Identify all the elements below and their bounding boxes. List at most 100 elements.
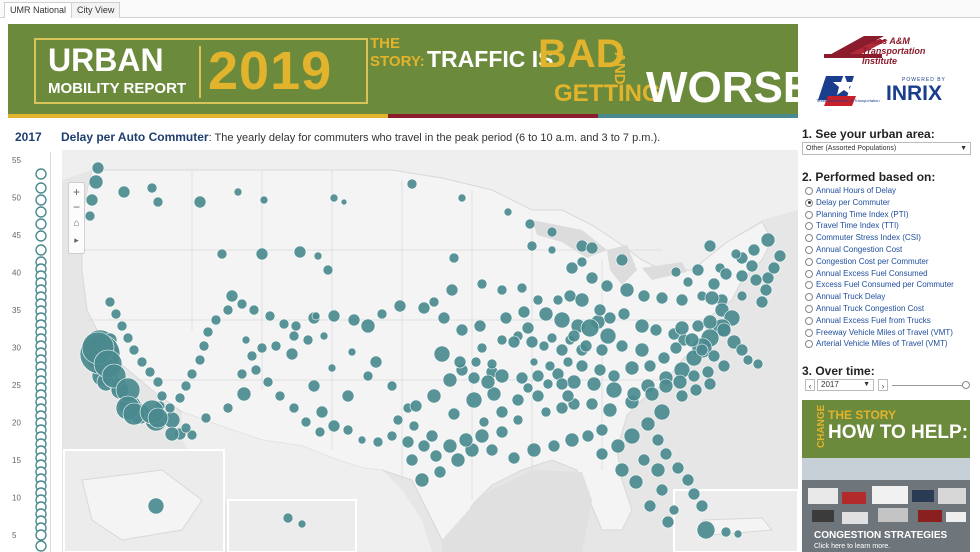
urban-area-bubble[interactable] [474, 428, 490, 444]
urban-area-bubble[interactable] [147, 407, 169, 429]
urban-area-bubble[interactable] [736, 290, 748, 302]
urban-area-bubble[interactable] [480, 374, 496, 390]
urban-area-bubble[interactable] [555, 377, 569, 391]
radio-button-icon[interactable] [805, 340, 813, 349]
urban-area-bubble[interactable] [689, 383, 703, 397]
urban-area-bubble[interactable] [198, 340, 210, 352]
urban-area-bubble[interactable] [526, 240, 538, 252]
urban-area-bubble[interactable] [624, 360, 640, 376]
urban-area-bubble[interactable] [186, 368, 198, 380]
urban-area-bubble[interactable] [526, 442, 542, 458]
urban-area-bubble[interactable] [476, 278, 488, 290]
urban-area-bubble[interactable] [147, 497, 165, 515]
urban-area-bubble[interactable] [657, 351, 671, 365]
urban-area-bubble[interactable] [531, 369, 545, 383]
measure-option[interactable]: Freeway Vehicle Miles of Travel (VMT) [804, 327, 978, 339]
urban-area-bubble[interactable] [392, 414, 404, 426]
urban-area-bubble[interactable] [274, 390, 286, 402]
urban-area-bubble[interactable] [531, 389, 545, 403]
urban-area-bubble[interactable] [264, 310, 276, 322]
radio-button-icon[interactable] [805, 245, 813, 254]
urban-area-bubble[interactable] [593, 303, 607, 317]
urban-area-bubble[interactable] [476, 342, 488, 354]
urban-area-bubble[interactable] [651, 433, 665, 447]
urban-area-bubble[interactable] [682, 276, 694, 288]
urban-area-bubble[interactable] [585, 397, 599, 411]
us-delay-map[interactable]: + − ⌂ ▸ [62, 150, 798, 552]
urban-area-bubble[interactable] [599, 327, 617, 345]
urban-area-bubble[interactable] [649, 323, 663, 337]
urban-area-bubble[interactable] [703, 239, 717, 253]
urban-area-bubble[interactable] [655, 483, 669, 497]
urban-area-bubble[interactable] [643, 499, 657, 513]
measure-option[interactable]: Travel Time Index (TTI) [804, 220, 978, 232]
urban-area-bubble[interactable] [552, 294, 564, 306]
radio-button-icon[interactable] [805, 293, 813, 302]
urban-area-bubble[interactable] [720, 526, 732, 538]
urban-area-bubble[interactable] [486, 386, 502, 402]
urban-area-bubble[interactable] [529, 357, 539, 367]
urban-area-bubble[interactable] [222, 304, 234, 316]
urban-area-bubble[interactable] [288, 402, 300, 414]
urban-area-bubble[interactable] [672, 374, 688, 390]
urban-area-bubble[interactable] [742, 354, 754, 366]
urban-area-bubble[interactable] [288, 330, 300, 342]
urban-area-bubble[interactable] [661, 515, 675, 529]
urban-area-bubble[interactable] [494, 368, 510, 384]
urban-area-bubble[interactable] [347, 313, 361, 327]
urban-area-bubble[interactable] [671, 461, 685, 475]
urban-area-bubble[interactable] [730, 248, 742, 260]
urban-area-bubble[interactable] [104, 296, 116, 308]
urban-area-bubble[interactable] [300, 416, 312, 428]
urban-area-bubble[interactable] [735, 343, 749, 357]
congestion-strategies-promo[interactable]: CHANGE THE STORY HOW TO HELP: CONGESTION… [802, 400, 970, 552]
urban-area-bubble[interactable] [755, 295, 769, 309]
urban-area-bubble[interactable] [428, 296, 440, 308]
radio-button-icon[interactable] [805, 234, 813, 243]
urban-area-bubble[interactable] [144, 366, 156, 378]
urban-area-bubble[interactable] [684, 332, 700, 348]
urban-area-bubble[interactable] [658, 378, 674, 394]
urban-area-bubble[interactable] [555, 343, 569, 357]
urban-area-bubble[interactable] [600, 279, 614, 293]
urban-area-bubble[interactable] [702, 314, 718, 330]
urban-area-bubble[interactable] [467, 371, 481, 385]
urban-area-bubble[interactable] [579, 339, 593, 353]
urban-area-bubble[interactable] [586, 376, 602, 392]
radio-button-icon[interactable] [805, 222, 813, 231]
urban-area-bubble[interactable] [417, 301, 431, 315]
urban-area-bubble[interactable] [595, 423, 609, 437]
urban-area-bubble[interactable] [327, 419, 341, 433]
urban-area-bubble[interactable] [525, 335, 539, 349]
measure-option[interactable]: Annual Truck Congestion Cost [804, 303, 978, 315]
urban-area-bubble[interactable] [610, 438, 626, 454]
urban-area-bubble[interactable] [735, 269, 749, 283]
urban-area-bubble[interactable] [634, 318, 650, 334]
urban-area-bubble[interactable] [347, 347, 357, 357]
tab-umr-national[interactable]: UMR National [4, 2, 73, 18]
urban-area-bubble[interactable] [695, 343, 709, 357]
urban-area-bubble[interactable] [512, 414, 524, 426]
urban-area-bubble[interactable] [342, 424, 354, 436]
urban-area-bubble[interactable] [85, 193, 99, 207]
urban-area-bubble[interactable] [448, 252, 460, 264]
home-icon[interactable]: ⌂ [73, 218, 80, 229]
urban-area-bubble[interactable] [495, 405, 509, 419]
urban-area-bubble[interactable] [164, 426, 180, 442]
urban-area-bubble[interactable] [282, 512, 294, 524]
urban-area-bubble[interactable] [340, 198, 348, 206]
urban-area-bubble[interactable] [615, 339, 629, 353]
urban-area-bubble[interactable] [297, 519, 307, 529]
zoom-in-icon[interactable]: + [72, 185, 80, 199]
urban-area-bubble[interactable] [532, 294, 544, 306]
urban-area-bubble[interactable] [458, 432, 474, 448]
urban-area-bubble[interactable] [547, 245, 557, 255]
urban-area-bubble[interactable] [538, 340, 550, 352]
urban-area-bubble[interactable] [369, 355, 383, 369]
urban-area-bubble[interactable] [701, 365, 715, 379]
urban-area-bubble[interactable] [236, 368, 248, 380]
urban-area-bubble[interactable] [386, 430, 398, 442]
urban-area-bubble[interactable] [485, 443, 499, 457]
urban-area-bubble[interactable] [255, 247, 269, 261]
urban-area-bubble[interactable] [372, 436, 384, 448]
